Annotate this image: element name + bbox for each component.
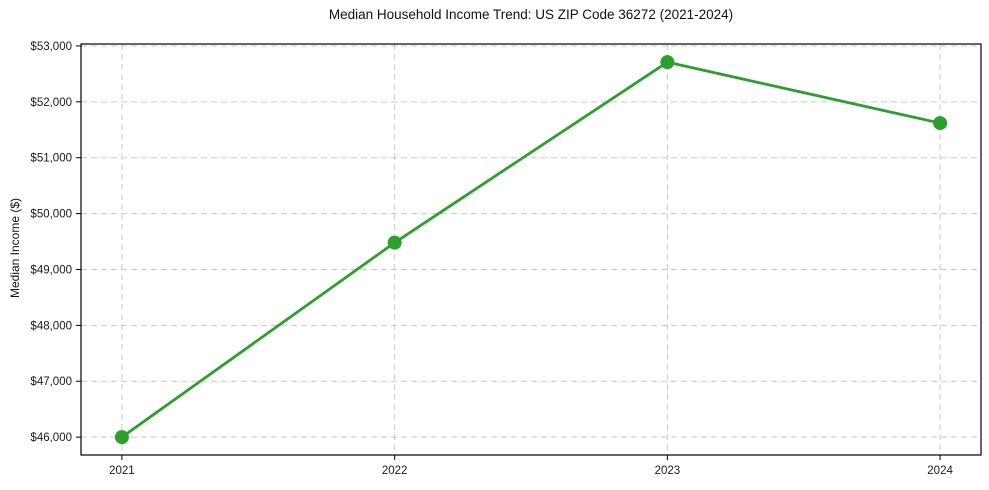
y-tick-label: $49,000 [30,264,72,276]
axes-frame [80,43,982,456]
x-tick-label: 2022 [382,465,408,477]
y-tick-label: $52,000 [30,97,72,109]
y-tick-label: $50,000 [30,209,72,221]
data-point-marker [933,116,948,131]
y-tick-label: $46,000 [30,432,72,444]
chart-title: Median Household Income Trend: US ZIP Co… [328,7,734,22]
data-point-marker [660,55,675,70]
y-tick-label: $53,000 [30,41,72,53]
x-tick-label: 2024 [927,465,953,477]
y-tick-label: $47,000 [30,376,72,388]
x-tick-label: 2021 [109,465,135,477]
data-point-marker [114,430,129,445]
data-point-marker [387,235,402,250]
y-tick-label: $51,000 [30,153,72,165]
trend-line [120,60,942,439]
y-tick-label: $48,000 [30,320,72,332]
x-tick-label: 2023 [655,465,681,477]
